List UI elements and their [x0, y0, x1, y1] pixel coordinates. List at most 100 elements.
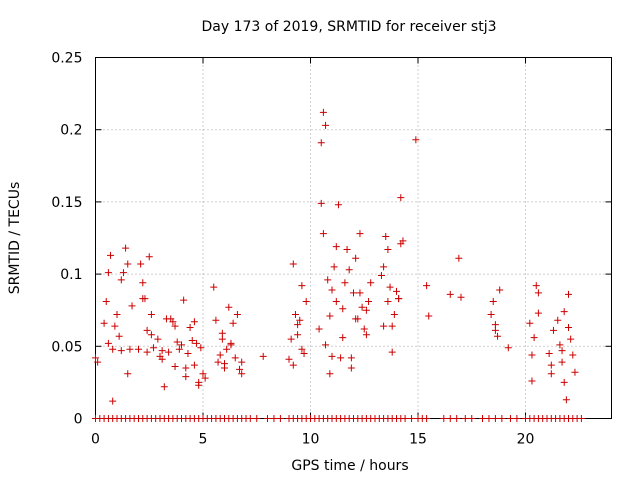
data-point [143, 348, 151, 356]
data-point [380, 263, 388, 271]
data-point [139, 295, 147, 303]
data-point [322, 121, 330, 129]
data-point [225, 303, 233, 311]
data-point [461, 415, 469, 422]
data-point [408, 415, 416, 422]
data-point [233, 311, 241, 319]
data-point [545, 350, 553, 358]
data-point [315, 325, 323, 333]
data-point [171, 322, 179, 330]
data-point [150, 344, 158, 352]
x-tick-label: 20 [517, 432, 535, 448]
data-point [558, 358, 566, 366]
data-point [457, 293, 465, 301]
data-point [296, 316, 304, 324]
data-point [104, 269, 112, 277]
data-point [111, 322, 119, 330]
data-point [334, 201, 342, 209]
data-point [401, 415, 409, 422]
data-point [384, 298, 392, 306]
data-point [384, 246, 392, 254]
data-point [124, 370, 132, 378]
data-point [446, 415, 454, 422]
data-point [560, 378, 568, 386]
data-point [195, 381, 203, 389]
data-point [425, 312, 433, 320]
data-point [294, 321, 302, 329]
data-point [534, 289, 542, 297]
data-point [412, 136, 420, 144]
data-point [571, 368, 579, 376]
data-point [302, 298, 310, 306]
data-point [236, 365, 244, 373]
data-point [547, 370, 555, 378]
data-point [294, 331, 302, 339]
data-point [180, 296, 188, 304]
data-point [513, 415, 521, 422]
data-point [388, 348, 396, 356]
data-point [229, 319, 237, 327]
data-point [489, 298, 497, 306]
data-point [145, 253, 153, 261]
data-point [324, 276, 332, 284]
data-point [352, 315, 360, 323]
data-point [119, 269, 127, 277]
data-point [285, 355, 293, 363]
data-point [107, 251, 115, 259]
data-point [558, 347, 566, 355]
data-point [382, 233, 390, 241]
data-point [356, 230, 364, 238]
data-point [530, 334, 538, 342]
data-point [453, 415, 461, 422]
data-point [328, 286, 336, 294]
data-point [365, 298, 373, 306]
data-point [124, 260, 132, 268]
data-point [528, 377, 536, 385]
data-point [343, 246, 351, 254]
data-point [212, 316, 220, 324]
data-point [246, 415, 254, 422]
data-point [139, 279, 147, 287]
data-point [560, 308, 568, 316]
data-point [319, 108, 327, 116]
grid [95, 57, 612, 419]
data-point [276, 415, 284, 422]
chart-title: Day 173 of 2019, SRMTID for receiver stj… [202, 19, 497, 35]
data-point [162, 315, 170, 323]
data-point [360, 325, 368, 333]
data-point [567, 335, 575, 343]
data-point [554, 316, 562, 324]
data-point [186, 324, 194, 332]
data-point [169, 318, 177, 326]
data-point [498, 415, 506, 422]
data-point [104, 339, 112, 347]
data-point [390, 311, 398, 319]
data-point [287, 335, 295, 343]
data-point [468, 415, 476, 422]
data-point [227, 339, 235, 347]
data-point [319, 230, 327, 238]
data-point [126, 345, 134, 353]
data-point [238, 370, 246, 378]
data-point [264, 415, 271, 422]
y-tick-label: 0 [74, 412, 83, 428]
data-point [322, 341, 330, 349]
data-point [356, 289, 364, 297]
axis-ticks: 0 5 10 15 20 0 0.05 0.1 0.15 0.2 0.25 [51, 51, 612, 448]
data-point [440, 415, 448, 422]
data-point [158, 347, 166, 355]
y-tick-label: 0.1 [60, 267, 82, 283]
data-point [184, 350, 192, 358]
data-point [117, 276, 125, 284]
data-point [147, 311, 155, 319]
data-point [337, 354, 345, 362]
data-point [135, 345, 142, 353]
data-point [218, 329, 226, 337]
data-point [182, 373, 190, 381]
data-point [565, 290, 572, 298]
data-point [350, 289, 357, 297]
data-point [455, 254, 463, 262]
data-point [330, 263, 338, 271]
data-point [128, 302, 136, 310]
data-point [178, 341, 185, 349]
